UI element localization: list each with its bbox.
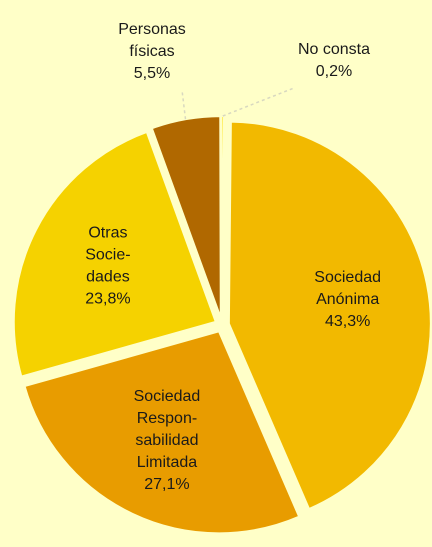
value-label: 27,1% [144,476,189,493]
leader-line [222,87,295,117]
value-label: 0,2% [316,63,352,80]
pie-slice [23,330,301,535]
slice-label: Respon- [137,410,197,427]
pie-slice [12,130,218,378]
pie-slice [150,115,222,319]
slice-label: dades [86,269,130,286]
value-label: 5,5% [134,65,170,82]
slice-label: Sociedad [314,269,381,286]
slice-label: Sociedad [134,388,201,405]
slice-label: Anónima [316,291,379,308]
slice-label: Otras [88,225,127,242]
slice-label: No consta [298,41,370,58]
slice-label: Socie- [85,247,130,264]
slice-label: sabilidad [135,432,198,449]
pie-slice [227,120,432,511]
value-label: 43,3% [325,313,370,330]
value-label: 23,8% [85,291,130,308]
slice-label: Personas [118,21,186,38]
slice-label: Limitada [137,454,198,471]
leader-line [181,89,187,120]
slice-label: físicas [129,43,174,60]
